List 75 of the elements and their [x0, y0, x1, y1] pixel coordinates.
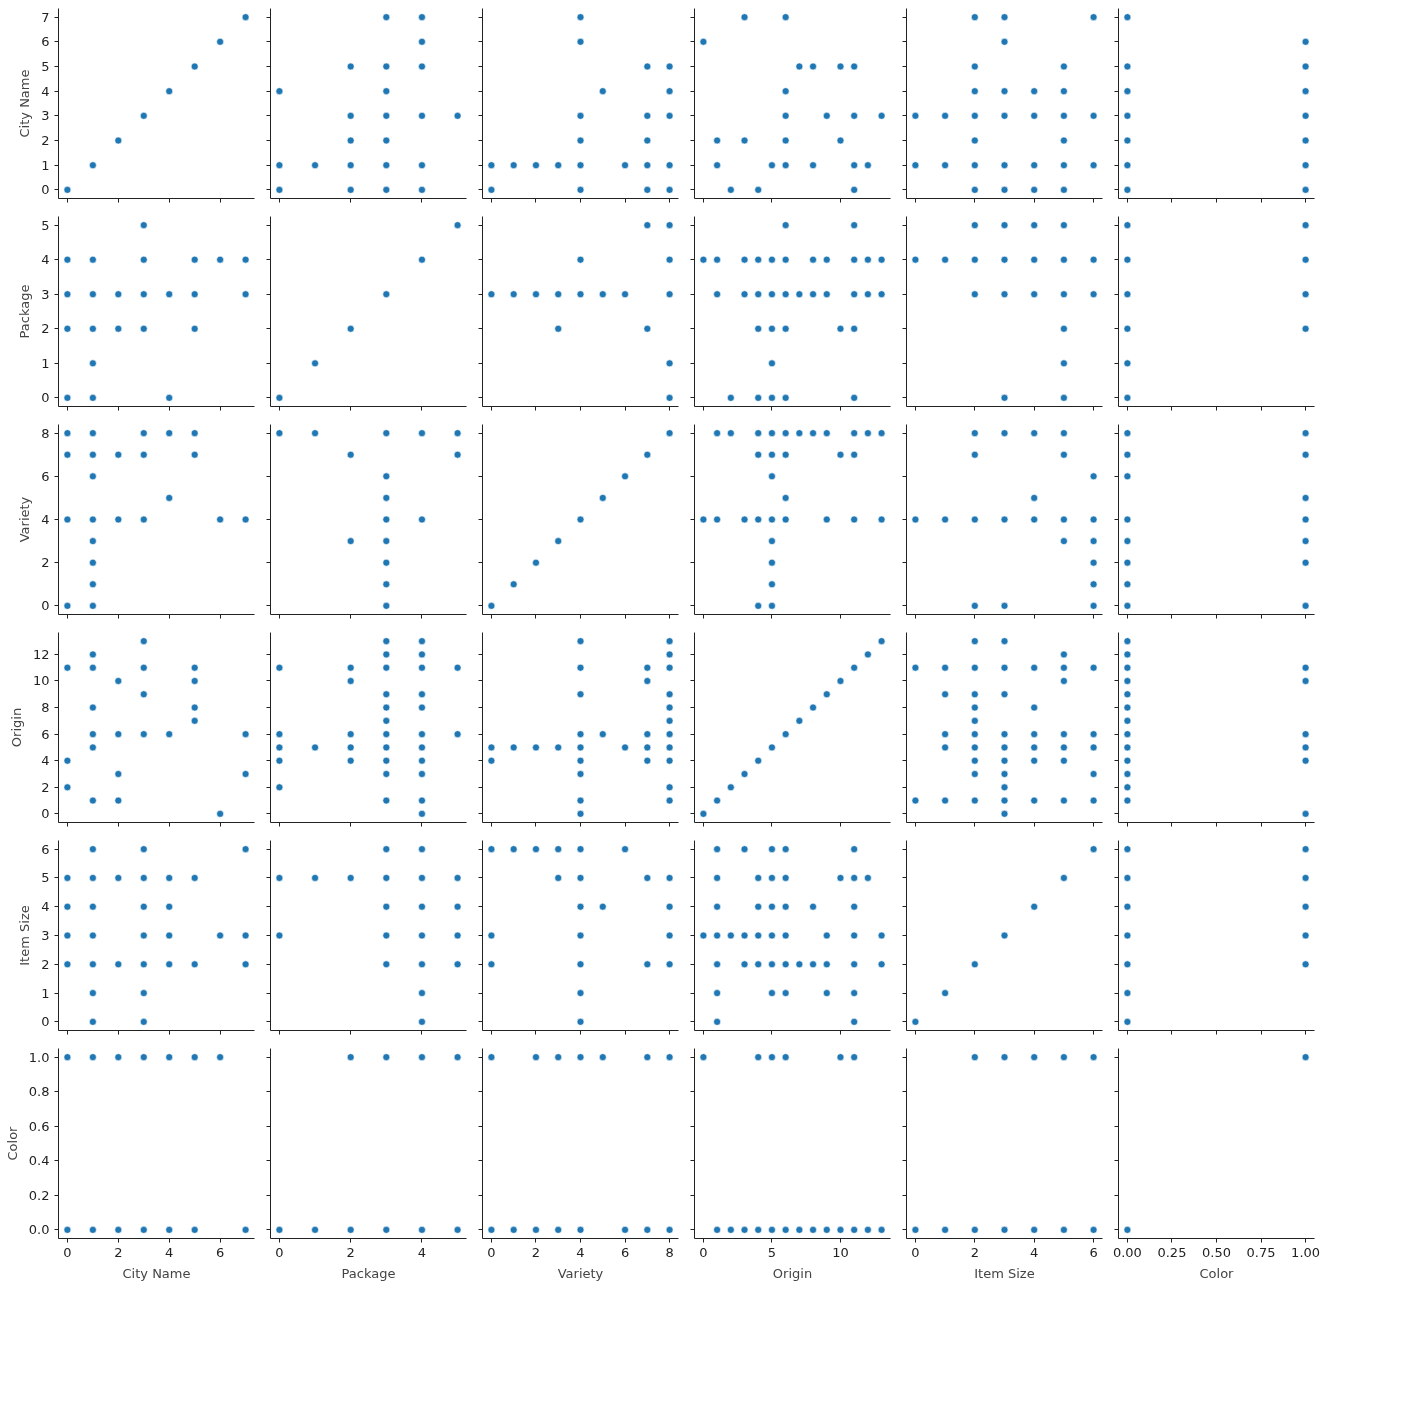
y-tick-label: 0.0	[28, 1222, 50, 1238]
x-tick-label: 4	[165, 1244, 174, 1260]
y-tick-label: 0.4	[28, 1153, 50, 1169]
y-axis-title: Color	[4, 1125, 20, 1161]
y-tick-label: 1	[41, 355, 50, 371]
x-tick-label: 0	[699, 1244, 708, 1260]
y-tick-label: 6	[41, 34, 50, 50]
y-tick-label: 6	[41, 468, 50, 484]
y-tick-label: 3	[41, 928, 50, 943]
x-axis-title: Variety	[557, 1265, 604, 1281]
y-tick-label: 0.6	[28, 1118, 50, 1134]
y-tick-label: 2	[41, 779, 50, 795]
y-tick-label: 7	[41, 9, 50, 25]
y-tick-label: 2	[41, 956, 50, 972]
x-axis-title: City Name	[122, 1265, 191, 1281]
x-tick-label: 2	[531, 1244, 541, 1260]
y-tick-label: 3	[41, 108, 50, 124]
x-tick-label: 6	[1089, 1244, 1098, 1260]
y-tick-label: 8	[41, 700, 50, 716]
y-tick-label: 4	[41, 753, 50, 769]
y-tick-label: 2	[41, 555, 50, 571]
y-tick-label: 1	[41, 157, 50, 173]
y-tick-label: 5	[41, 870, 50, 886]
x-tick-label: 8	[665, 1244, 674, 1260]
x-tick-label: 0	[275, 1244, 284, 1260]
y-tick-label: 0	[41, 390, 50, 406]
y-tick-label: 12	[32, 646, 50, 662]
y-axis-title: City Name	[17, 69, 33, 138]
x-tick-label: 0.25	[1157, 1244, 1187, 1260]
y-tick-label: 6	[41, 726, 50, 742]
x-tick-label: 0.75	[1246, 1244, 1276, 1260]
x-tick-label: 2	[346, 1244, 355, 1260]
x-tick-label: 0	[487, 1244, 496, 1260]
x-axis-title: Item Size	[974, 1265, 1035, 1281]
y-tick-label: 1.0	[28, 1049, 50, 1065]
x-tick-label: 2	[114, 1244, 123, 1260]
y-tick-label: 5	[41, 58, 50, 74]
x-tick-label: 10	[832, 1244, 849, 1260]
y-tick-label: 3	[41, 286, 50, 302]
y-tick-label: 4	[41, 252, 50, 268]
x-axis-title: Origin	[772, 1265, 813, 1281]
y-tick-label: 0.8	[28, 1084, 50, 1100]
y-tick-label: 4	[41, 512, 50, 527]
x-tick-label: 0	[63, 1244, 72, 1260]
y-tick-label: 1	[41, 985, 50, 1001]
y-tick-label: 4	[41, 899, 50, 915]
y-tick-label: 5	[41, 217, 50, 233]
x-axis-title: Color	[1199, 1265, 1235, 1281]
x-tick-label: 5	[767, 1244, 777, 1260]
y-tick-label: 0	[41, 1014, 50, 1030]
x-tick-label: 6	[620, 1244, 630, 1260]
x-tick-label: 2	[970, 1244, 979, 1260]
y-tick-label: 0	[41, 806, 50, 822]
x-tick-label: 4	[1030, 1244, 1039, 1260]
y-tick-label: 10	[32, 673, 50, 689]
x-tick-label: 6	[216, 1244, 225, 1260]
y-axis-title: Package	[17, 284, 33, 339]
y-axis-title: Variety	[17, 496, 33, 543]
x-tick-label: 4	[576, 1244, 585, 1260]
x-tick-label: 4	[417, 1244, 427, 1260]
x-tick-label: 1.00	[1291, 1244, 1321, 1260]
x-axis-title: Package	[341, 1265, 396, 1281]
y-tick-label: 8	[41, 425, 50, 441]
y-tick-label: 0.2	[28, 1187, 50, 1203]
x-tick-label: 0	[911, 1244, 920, 1260]
y-tick-label: 2	[41, 321, 50, 337]
y-tick-label: 6	[41, 841, 50, 857]
y-tick-label: 0	[41, 182, 50, 198]
y-axis-title: Origin	[8, 707, 24, 748]
y-tick-label: 4	[41, 83, 50, 99]
x-tick-label: 0.00	[1112, 1244, 1142, 1260]
y-tick-label: 0	[41, 598, 50, 614]
y-axis-title: Item Size	[17, 905, 33, 966]
y-tick-label: 2	[41, 133, 50, 149]
x-tick-label: 0.50	[1202, 1244, 1231, 1260]
